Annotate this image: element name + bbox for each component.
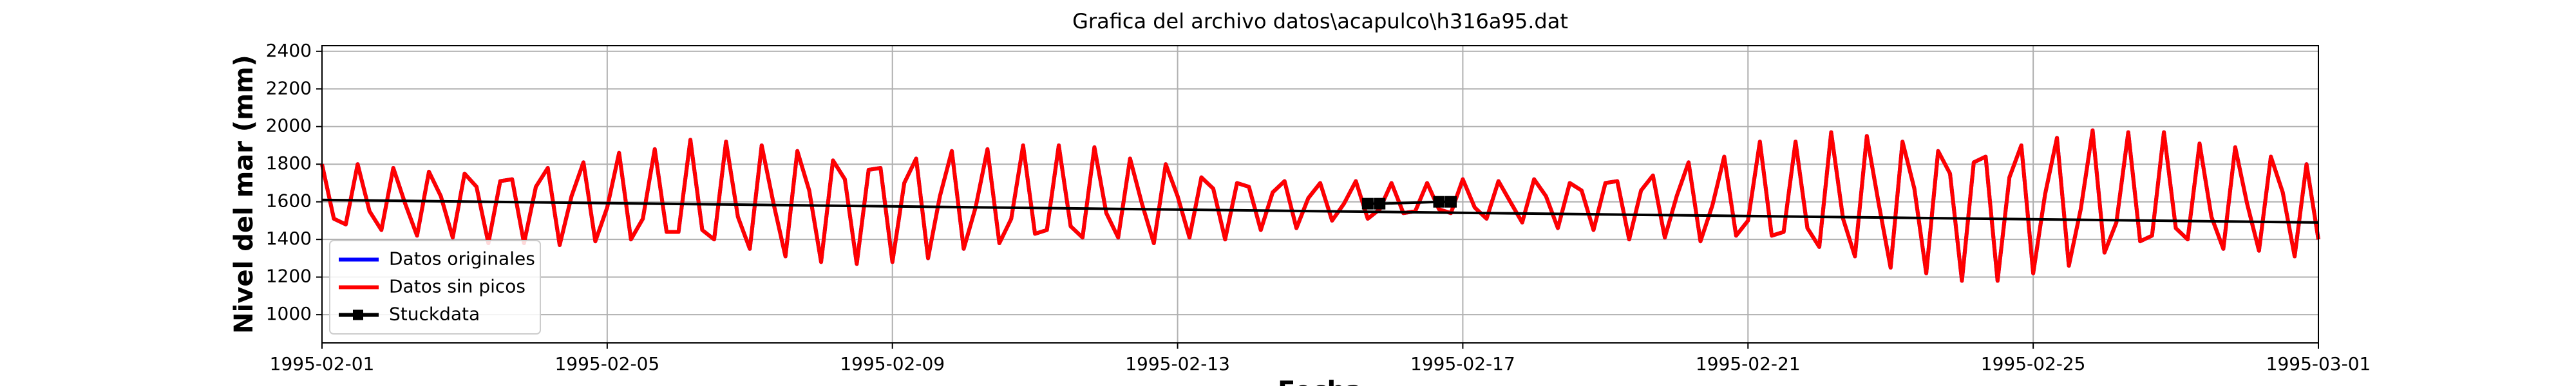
x-tick-label: 1995-03-01: [2266, 353, 2371, 374]
stuck-marker: [1374, 198, 1386, 210]
x-tick-label: 1995-02-09: [840, 353, 945, 374]
legend-box: [329, 240, 541, 335]
legend-label: Datos sin picos: [389, 276, 526, 297]
chart-title: Grafica del archivo datos\acapulco\h316a…: [1072, 9, 1568, 33]
x-tick-label: 1995-02-25: [1981, 353, 2086, 374]
y-tick-label: 2000: [266, 115, 312, 136]
y-tick-label: 1800: [266, 152, 312, 174]
legend-label: Stuckdata: [389, 304, 480, 325]
legend-label: Datos originales: [389, 248, 535, 270]
y-tick-label: 2200: [266, 77, 312, 98]
stuck-marker: [1361, 198, 1374, 210]
x-tick-label: 1995-02-01: [270, 353, 375, 374]
x-tick-label: 1995-02-13: [1125, 353, 1230, 374]
stuck-marker: [1433, 196, 1445, 208]
series-line: [1367, 200, 1451, 205]
x-tick-label: 1995-02-17: [1410, 353, 1515, 374]
y-tick-label: 1000: [266, 303, 312, 324]
y-tick-label: 1600: [266, 190, 312, 212]
series-line: [321, 198, 2319, 224]
y-axis-label: Nivel del mar (mm): [229, 55, 259, 334]
legend-marker: [353, 309, 363, 320]
x-tick-label: 1995-02-21: [1696, 353, 1801, 374]
series-line: [320, 128, 2320, 283]
x-tick-label: 1995-02-05: [554, 353, 659, 374]
stuck-marker: [1444, 196, 1457, 208]
x-axis-label: Fecha: [1278, 376, 1363, 386]
plot-frame: [321, 45, 2319, 344]
y-tick-label: 1200: [266, 266, 312, 287]
y-tick-label: 1400: [266, 228, 312, 249]
y-tick-label: 2400: [266, 40, 312, 61]
